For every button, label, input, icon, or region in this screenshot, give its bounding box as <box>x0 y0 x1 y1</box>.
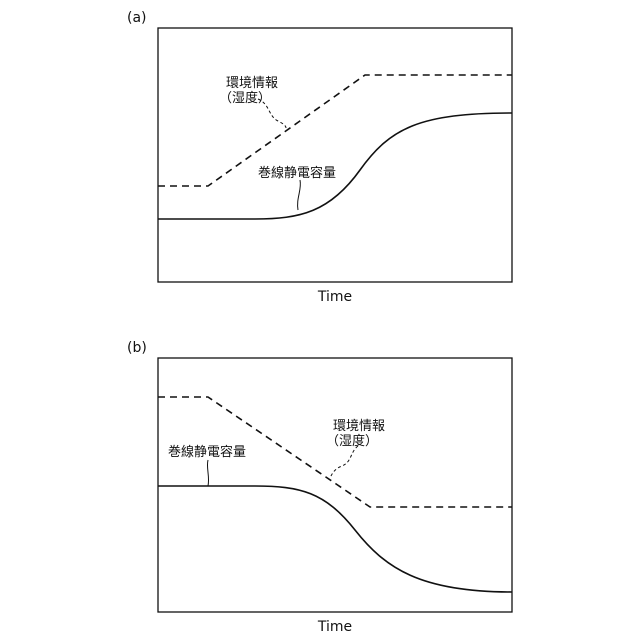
panel-a-env-label-line2: （湿度） <box>219 90 271 106</box>
panel-b-env-label-line1: 環境情報 <box>333 419 385 434</box>
panel-b: (b) 環境情報 （湿度） 巻線静電容量 Time <box>127 340 512 635</box>
panel-a-frame <box>158 28 512 282</box>
panel-b-xlabel: Time <box>317 619 352 635</box>
panel-a-xlabel: Time <box>317 289 352 305</box>
panel-a-cap-label: 巻線静電容量 <box>258 165 336 181</box>
panel-b-cap-leader <box>207 460 208 486</box>
panel-a-cap-leader <box>298 180 301 210</box>
panel-b-cap-label: 巻線静電容量 <box>168 444 246 460</box>
panel-b-label: (b) <box>127 340 147 356</box>
panel-a-label: (a) <box>127 10 147 26</box>
panel-a-env-label-line1: 環境情報 <box>226 76 278 91</box>
panel-b-cap-curve <box>158 486 512 592</box>
panel-b-env-label-line2: （湿度） <box>326 433 378 449</box>
panel-a: (a) 環境情報 （湿度） 巻線静電容量 Time <box>127 10 512 305</box>
panel-b-env-leader <box>330 446 358 478</box>
panel-b-frame <box>158 358 512 612</box>
